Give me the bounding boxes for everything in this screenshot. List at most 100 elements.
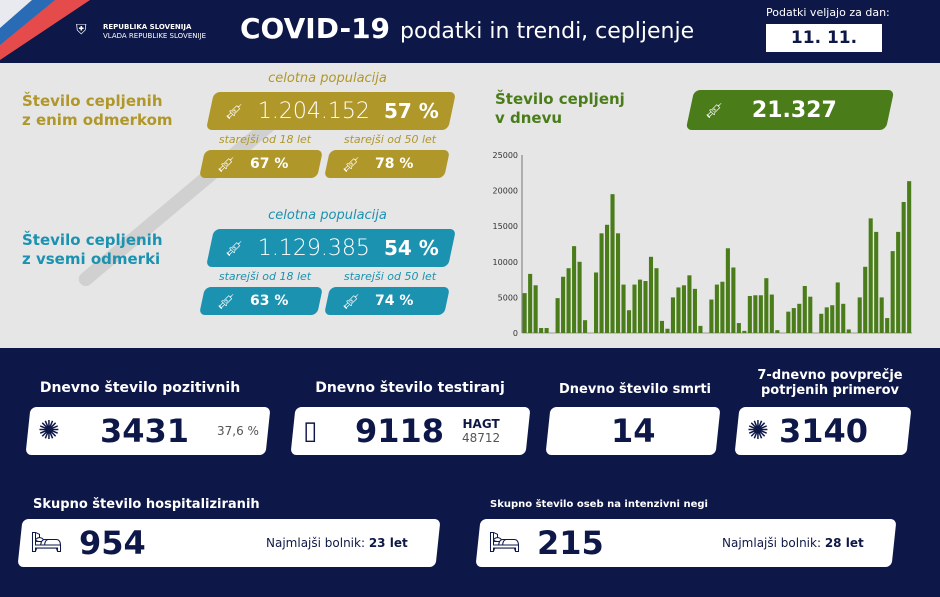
bar bbox=[841, 303, 846, 333]
bar bbox=[846, 329, 851, 333]
hagt-value: 48712 bbox=[462, 431, 501, 445]
bar bbox=[599, 233, 604, 333]
bar bbox=[522, 293, 527, 333]
value: 21.327 bbox=[752, 97, 838, 123]
bar bbox=[643, 281, 648, 333]
one-dose-50-card: 💉︎ 78 % bbox=[324, 150, 450, 178]
pct: 74 % bbox=[375, 293, 414, 309]
stat-card-positive: ✺ 3431 37,6 % bbox=[25, 407, 271, 455]
hospital-bed-icon: 🛏︎ bbox=[30, 528, 64, 558]
value: 9118 bbox=[355, 412, 445, 450]
hosp-card: 🛏︎ 954 Najmlajši bolnik: 23 let bbox=[17, 519, 441, 567]
bar bbox=[874, 231, 879, 333]
bar bbox=[594, 272, 599, 333]
virus-icon: ✺ bbox=[38, 416, 60, 446]
bar bbox=[835, 282, 840, 333]
all-doses-title: Število cepljenih z vsemi odmerki bbox=[22, 231, 163, 268]
date-label: Podatki veljajo za dan: bbox=[766, 6, 890, 19]
bar bbox=[604, 224, 610, 333]
bar bbox=[775, 330, 780, 333]
daily-vacc-card: 💉︎ 21.327 bbox=[685, 90, 895, 130]
hosp-label: Skupno število hospitaliziranih bbox=[33, 497, 260, 512]
value: 14 bbox=[610, 412, 656, 450]
title-sub: podatki in trendi, cepljenje bbox=[400, 19, 695, 44]
bar bbox=[676, 287, 681, 333]
stat-label-tests: Dnevno število testiranj bbox=[315, 380, 505, 396]
gov-line2: VLADA REPUBLIKE SLOVENIJE bbox=[103, 32, 207, 40]
bar bbox=[583, 320, 588, 333]
bar bbox=[572, 246, 577, 333]
all-doses-pop-label: celotna populacija bbox=[268, 208, 387, 223]
bar bbox=[764, 278, 769, 333]
bar bbox=[731, 267, 736, 333]
bar bbox=[544, 328, 549, 333]
pct: 63 % bbox=[250, 293, 289, 309]
stat-card-7day: ✺ 3140 bbox=[734, 407, 912, 455]
icu-card: 🛏︎ 215 Najmlajši bolnik: 28 let bbox=[475, 519, 897, 567]
pct: 78 % bbox=[375, 156, 414, 172]
bar bbox=[692, 288, 697, 333]
bar bbox=[819, 313, 824, 333]
bar bbox=[632, 284, 637, 333]
bar bbox=[626, 310, 632, 333]
bar bbox=[621, 284, 626, 333]
youngest-label: Najmlajši bolnik: bbox=[266, 536, 366, 550]
bar bbox=[901, 201, 906, 333]
one-dose-pop-label: celotna populacija bbox=[268, 71, 387, 86]
value: 215 bbox=[537, 524, 604, 562]
bar bbox=[659, 320, 665, 333]
youngest-value: 28 let bbox=[825, 536, 864, 550]
bar bbox=[539, 328, 544, 333]
bar bbox=[577, 261, 582, 333]
syringe-icon: 💉︎ bbox=[224, 101, 245, 121]
test-kit-icon: ▯ bbox=[303, 416, 318, 446]
bar bbox=[648, 256, 654, 333]
value: 3140 bbox=[778, 412, 868, 450]
all-doses-total-card: 💉︎ 1.129.385 54 % bbox=[205, 229, 457, 267]
syringe-icon: 💉︎ bbox=[704, 100, 725, 120]
age50-label: starejši od 50 let bbox=[343, 270, 437, 283]
bar bbox=[758, 295, 763, 333]
bar bbox=[720, 281, 725, 333]
all-doses-18-card: 💉︎ 63 % bbox=[199, 287, 323, 315]
bar bbox=[533, 285, 538, 333]
one-dose-title: Število cepljenih z enim odmerkom bbox=[22, 92, 173, 129]
bar bbox=[665, 328, 670, 333]
value: 954 bbox=[79, 524, 146, 562]
bar bbox=[709, 299, 714, 333]
syringe-icon: 💉︎ bbox=[216, 154, 237, 174]
flag-stripe-white bbox=[0, 0, 32, 28]
bar bbox=[654, 268, 659, 333]
pct: 37,6 % bbox=[216, 424, 259, 438]
header: ⛨ REPUBLIKA SLOVENIJA VLADA REPUBLIKE SL… bbox=[0, 0, 940, 76]
syringes-icon: 💉︎ bbox=[216, 291, 237, 311]
stat-card-deaths: 14 bbox=[545, 407, 721, 455]
y-tick-label: 0 bbox=[513, 329, 518, 338]
bar bbox=[714, 284, 719, 333]
y-tick-label: 10000 bbox=[493, 258, 518, 267]
age18-label: starejši od 18 let bbox=[218, 270, 312, 283]
title-main: COVID-19 bbox=[240, 12, 391, 45]
virus-icon: ✺ bbox=[747, 416, 769, 446]
bar bbox=[610, 194, 615, 333]
stat-label-7day: 7-dnevno povprečje potrjenih primerov bbox=[757, 368, 903, 398]
bar bbox=[802, 286, 807, 333]
bar bbox=[885, 318, 890, 333]
y-tick-label: 15000 bbox=[493, 222, 518, 231]
bar bbox=[528, 273, 533, 333]
bar bbox=[863, 266, 868, 333]
bar bbox=[824, 307, 829, 333]
y-tick-label: 20000 bbox=[493, 187, 518, 196]
bar bbox=[786, 311, 791, 333]
age50-label: starejši od 50 let bbox=[343, 133, 437, 146]
bar bbox=[698, 325, 703, 333]
value: 3431 bbox=[99, 412, 189, 450]
count: 1.129.385 bbox=[258, 235, 371, 261]
syringes-icon: 💉︎ bbox=[224, 238, 245, 258]
youngest-value: 23 let bbox=[369, 536, 408, 550]
syringe-icon: 💉︎ bbox=[341, 154, 362, 174]
pct: 67 % bbox=[250, 156, 289, 172]
bar bbox=[907, 181, 912, 333]
hospital-bed-icon: 🛏︎ bbox=[488, 528, 522, 558]
stat-card-tests: ▯ 9118 HAGT 48712 bbox=[290, 407, 531, 455]
